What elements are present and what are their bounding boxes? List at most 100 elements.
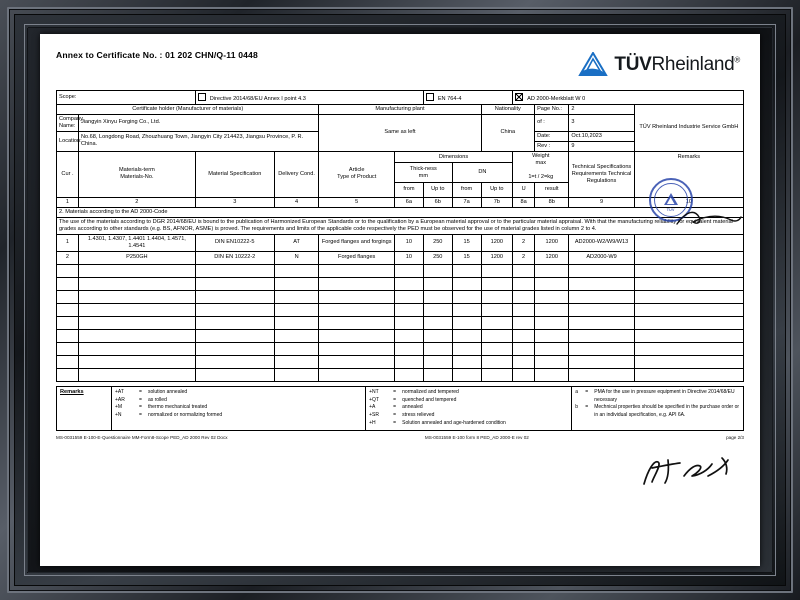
col-header-technical: Technical Specifications Requirements Te… [568,150,635,198]
company-name-row: Company Name: Jiangyin Xinyu Forging Co.… [56,113,744,152]
section-paragraph: The use of the materials according to DG… [56,216,744,235]
cell-empty [534,276,570,291]
legend-equals: = [393,396,397,403]
table-row: 2 P250GH DIN EN 10222-2 N Forged flanges… [56,250,745,265]
cell-empty [194,315,275,330]
cell-empty [451,263,482,278]
col-header-materials: Materials-term Materials-No. [77,150,196,198]
cell-empty [77,289,196,304]
cell-empty [56,289,79,304]
header-manufacturing-plant: Manufacturing plant [318,103,482,115]
checkbox-ad2000-merkblatt[interactable] [515,93,524,101]
cell-empty [633,367,745,382]
cell-empty [194,276,275,291]
stamp-triangle-icon [663,193,678,206]
legend-value: Mechnical properties should be specified… [594,404,740,419]
stamp-text: TÜV [666,207,675,212]
cell-delivery: AT [273,233,320,252]
cell-empty [273,263,320,278]
cell-empty [194,289,275,304]
cell-empty [56,328,79,343]
cell-empty [194,302,275,317]
value-date: Oct.10,2023 [568,130,635,142]
colnum-6a: 6a [393,196,424,208]
cell-empty [273,354,320,369]
cell-empty [393,367,424,382]
cell-empty [77,367,196,382]
legend-item: +N = normalized or normalizing formed [115,412,362,420]
cell-cur: 2 [56,250,79,265]
cell-empty [534,328,570,343]
cell-empty [56,367,79,382]
legend-column-2: +NT = normalized and tempered +QT = quenched … [365,385,573,431]
colnum-3: 3 [194,196,275,208]
cell-dn-to: 1200 [480,233,514,252]
legend-equals: = [138,404,142,411]
cell-empty [568,354,635,369]
cell-empty [568,328,635,343]
certificate-paper: Annex to Certificate No. : 01 202 CHN/Q-… [40,34,760,566]
legend-equals: = [393,388,397,395]
cell-empty [56,276,79,291]
cell-empty [534,354,570,369]
cell-empty [568,302,635,317]
cell-empty [633,302,745,317]
value-location: No.68, Longdong Road, Zhouzhuang Town, J… [77,130,320,152]
legend-column-3: a = PMA for the use in pressure equipment … [571,385,744,431]
col-header-thick-upto: Up to [422,181,453,198]
cell-empty [273,328,320,343]
legend-key: +QT [369,396,380,403]
legend-item: b = Mechnical properties should be specifi… [575,404,740,420]
cell-materials: P250GH [77,250,196,265]
checkbox-directive[interactable] [197,93,206,101]
checkbox-en764-4[interactable] [425,93,434,101]
authorized-signature-icon [643,457,729,485]
cell-empty [393,289,424,304]
legend-item: +QT = quenched and tempered [369,397,568,405]
label-location: Location: [56,130,82,152]
cell-technical: AD2000-W9 [568,250,635,265]
label-date: Date: [534,130,570,142]
label-rev: Rev : [534,140,570,152]
colnum-6b: 6b [422,196,453,208]
cell-product: Forged flanges and forgings [318,233,395,252]
col-header-dn-upto: Up to [480,181,514,198]
legend-item: +M = thermo mechanical treated [115,404,362,412]
col-header-delivery-cond: Delivery Cond. [273,150,320,198]
scope-row: Scope: Directive 2014/68/EU Annex I poin… [56,90,744,105]
legend-equals: = [585,404,589,411]
legend-key: +AT [114,388,124,395]
colnum-2: 2 [77,196,196,208]
cell-empty [77,341,196,356]
cell-empty [273,367,320,382]
table-row-empty [56,341,745,356]
cell-empty [512,367,536,382]
cell-empty [393,276,424,291]
tuv-rheinland-logo: TÜVRheinland® [578,52,740,78]
legend-value: annealed [402,404,423,411]
value-rev: 9 [568,140,635,152]
section-title: 2. Materials according to the AD 2000-Co… [56,206,744,218]
cell-empty [194,367,275,382]
legend-key: a [575,388,579,395]
legend-key: +NT [369,388,379,395]
cell-empty [194,341,275,356]
cell-empty [77,328,196,343]
cell-spec: DIN EN10222-5 [194,233,275,252]
legend-item: +NT = normalized and tempered [369,389,568,397]
header-certificate-holder: Certificate holder (Manufacturer of mate… [55,103,320,115]
cell-empty [534,315,570,330]
col-header-remarks: Remarks TÜV [633,150,745,226]
scope-option-en7644[interactable]: EN 764-4 [422,90,514,105]
cell-weight-result: 1200 [534,233,570,252]
cell-empty [56,354,79,369]
colnum-7b: 7b [480,196,514,208]
scope-option-directive[interactable]: Directive 2014/68/EU Annex I point 4.3 [194,90,424,105]
col-header-dn-from: from [451,181,482,198]
cell-product: Forged flanges [318,250,395,265]
legend-key: +AR [114,396,125,403]
document-footer: MS-0031559 E-100-E-Questionnaire MM-Form… [56,435,744,440]
cell-empty [422,328,453,343]
scope-option-ad2000[interactable]: AD 2000-Merkblatt W 0 [512,90,744,105]
legend-equals: = [393,419,397,426]
